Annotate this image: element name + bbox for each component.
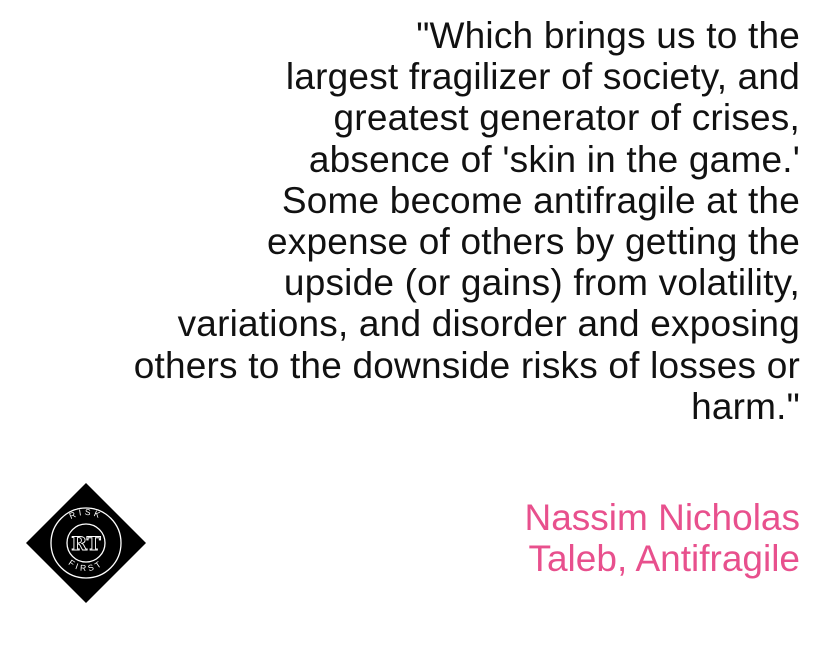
logo-graphic: RISK FIRST RT bbox=[26, 483, 146, 603]
quote-line: greatest generator of crises, bbox=[333, 97, 800, 139]
quote-line: others to the downside risks of losses o… bbox=[133, 344, 800, 386]
attribution-line: Nassim Nicholas bbox=[524, 497, 800, 538]
attribution-line: Taleb, Antifragile bbox=[528, 538, 800, 579]
attribution: Nassim Nicholas Taleb, Antifragile bbox=[300, 497, 800, 579]
quote-line: absence of 'skin in the game.' bbox=[308, 138, 800, 180]
risk-first-logo-icon: RISK FIRST RT bbox=[24, 481, 148, 605]
logo-monogram: RT bbox=[71, 533, 101, 555]
quote-line: harm." bbox=[691, 385, 800, 427]
logo-outer-circle bbox=[50, 507, 122, 579]
quote-line: upside (or gains) from volatility, bbox=[283, 262, 800, 304]
quote-line: "Which brings us to the bbox=[416, 15, 800, 56]
quote-line: variations, and disorder and exposing bbox=[177, 303, 800, 345]
quote-line: expense of others by getting the bbox=[267, 221, 800, 263]
quote-line: Some become antifragile at the bbox=[281, 179, 800, 221]
quote-text: "Which brings us to the largest fragiliz… bbox=[10, 15, 800, 427]
quote-line: largest fragilizer of society, and bbox=[285, 56, 800, 98]
logo-diamond bbox=[26, 483, 146, 603]
logo-inner-circle bbox=[66, 523, 106, 563]
